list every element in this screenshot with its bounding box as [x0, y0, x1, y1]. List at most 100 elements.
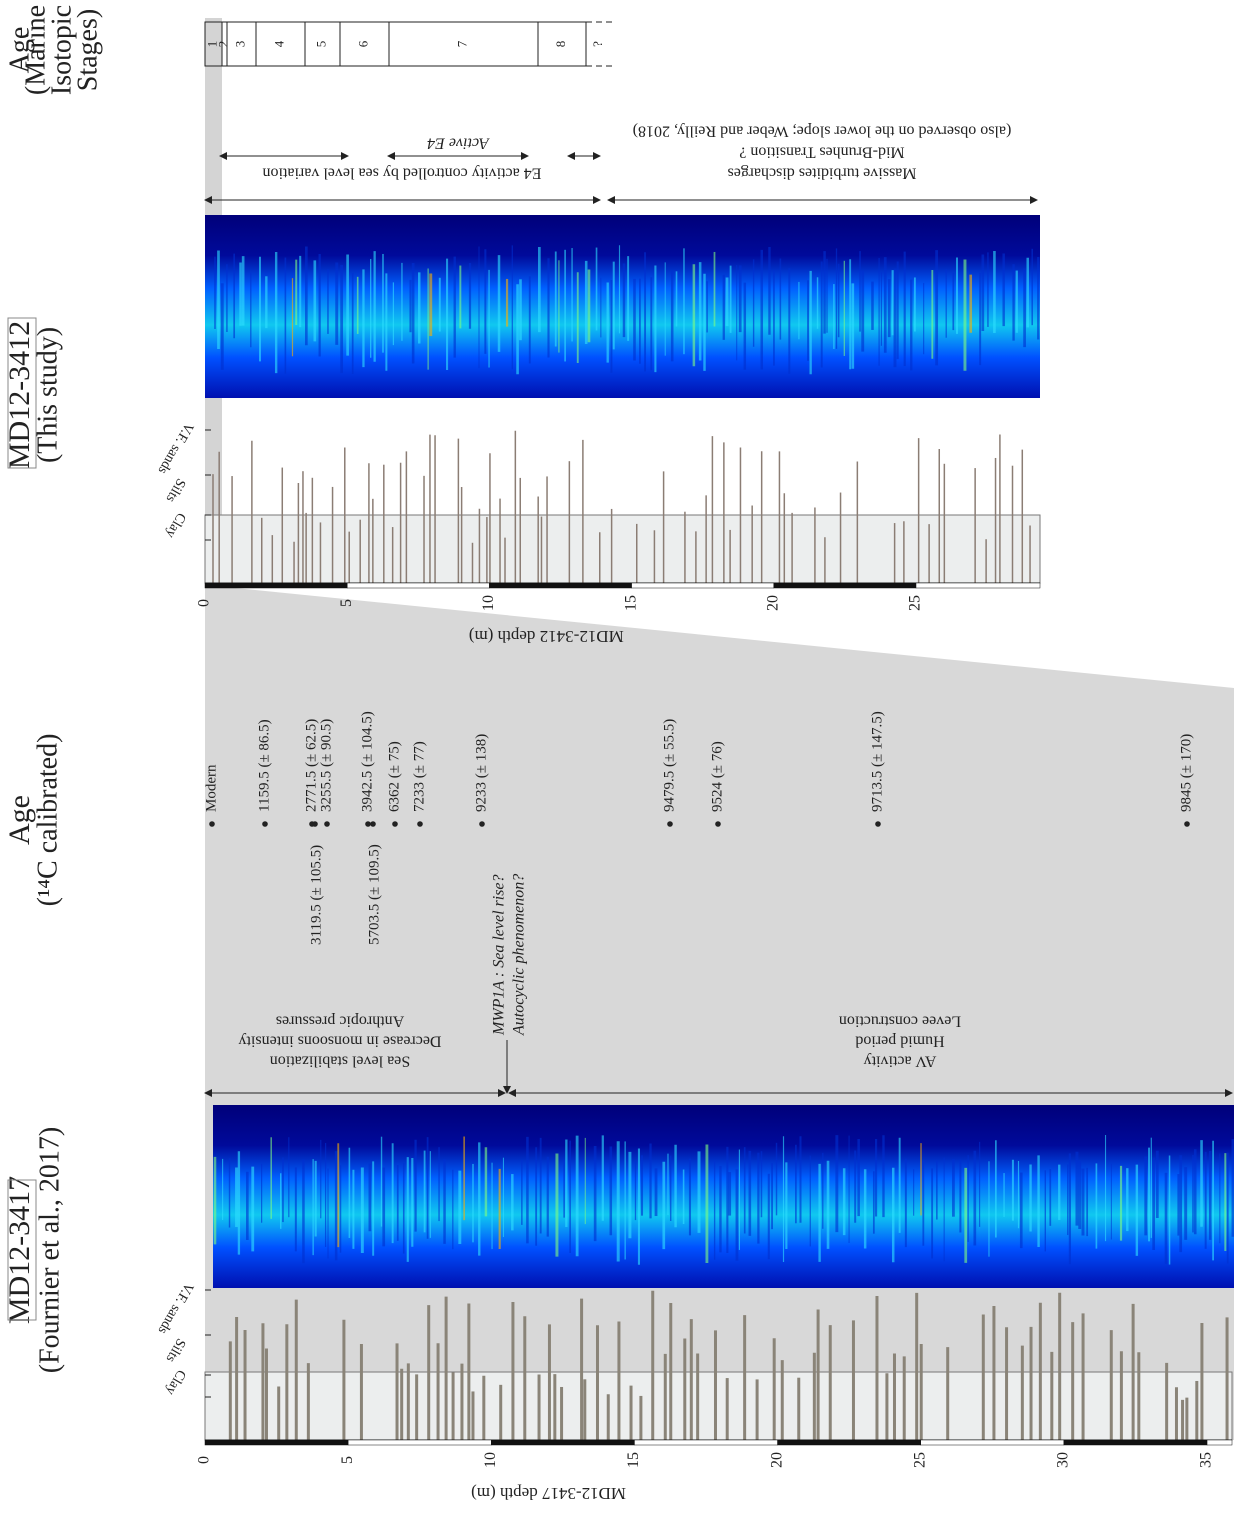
grain-label: Clay	[162, 510, 188, 540]
age-label: 9524 (± 76)	[709, 741, 725, 812]
spectrogram	[205, 215, 1040, 398]
scale-bar	[1063, 1439, 1208, 1446]
scale-bar	[777, 1439, 921, 1446]
age-dot	[262, 821, 268, 827]
annotation: Active E4	[427, 134, 490, 151]
age-dot	[417, 821, 423, 827]
annotation: Decrease in monsoons intensity	[238, 1032, 441, 1049]
age-dot	[324, 821, 330, 827]
age-label: 3255.5 (± 90.5)	[318, 719, 334, 812]
age-dot	[715, 821, 721, 827]
age-dot	[370, 821, 376, 827]
annotation: Anthropic pressures	[276, 1012, 404, 1029]
x-tick-label: 10	[480, 595, 497, 611]
mis-title: Isotopic	[46, 5, 77, 95]
scale-bar	[204, 582, 348, 589]
mis-label: 2	[215, 41, 230, 48]
grain-label: V.F. sands	[155, 1280, 196, 1337]
grain-label: Silts	[163, 476, 188, 505]
x-tick-label: 25	[907, 595, 924, 611]
age-dot	[209, 821, 215, 827]
scale-bar	[920, 1439, 1065, 1446]
scale-bar	[204, 1439, 349, 1446]
age-dot	[875, 821, 881, 827]
x-tick-label: 10	[482, 1452, 499, 1468]
age-label: 6362 (± 75)	[386, 741, 402, 812]
grain-label: Clay	[162, 1367, 188, 1397]
age-label: 2771.5 (± 62.5)	[303, 719, 319, 812]
age-label: 9713.5 (± 147.5)	[869, 711, 885, 812]
event-label: MWP1A : Sea level rise?	[491, 874, 508, 1036]
scale-bar	[1206, 1439, 1233, 1446]
mis-label: 8	[553, 41, 568, 48]
mis-title: (Marine	[20, 5, 51, 95]
age-label: Modern	[203, 764, 219, 812]
scale-bar	[346, 582, 490, 589]
mis-label: 5	[313, 41, 328, 48]
age-dot	[1184, 821, 1190, 827]
x-tick-label: 20	[768, 1452, 785, 1468]
grain-background	[204, 514, 1041, 584]
age-dot	[667, 821, 673, 827]
age-dot	[479, 821, 485, 827]
x-tick-label: 15	[622, 595, 639, 611]
scale-bar	[347, 1439, 492, 1446]
age-label: 9479.5 (± 55.5)	[661, 719, 677, 812]
title-box	[7, 1179, 37, 1321]
age-label: 3119.5 (± 105.5)	[308, 845, 324, 945]
annotation: AV activity	[864, 1052, 937, 1069]
mis-label: 6	[355, 40, 370, 47]
core-subtitle: (This study)	[32, 327, 63, 463]
mis-label: 1	[204, 41, 219, 48]
mis-title: Age	[4, 27, 35, 74]
grain-background	[204, 1371, 1233, 1441]
mis-label: ?	[590, 41, 605, 47]
x-axis-label: MD12-3412 depth (m)	[469, 627, 624, 646]
scale-bar	[773, 582, 917, 589]
mis-box	[537, 21, 587, 67]
age-dot	[365, 821, 371, 827]
x-axis-label: MD12-3417 depth (m)	[471, 1484, 626, 1503]
annotation: Massive turbidites discharges	[727, 164, 916, 181]
age-label: 9845 (± 170)	[1178, 734, 1194, 812]
age-dot	[312, 821, 318, 827]
annotation: Sea level stabilization	[270, 1052, 410, 1069]
core-subtitle: (Fournier et al., 2017)	[34, 1127, 65, 1374]
x-tick-label: 15	[625, 1452, 642, 1468]
mis-label: 4	[271, 40, 286, 47]
scale-bar	[489, 582, 632, 589]
annotation: Mid-Brunhes Transition ?	[739, 143, 904, 160]
annotation: Levee construction	[839, 1012, 961, 1029]
scale-bar	[915, 582, 1041, 589]
x-tick-label: 5	[339, 1456, 356, 1464]
x-tick-label: 25	[911, 1452, 928, 1468]
mis-label: 3	[232, 41, 247, 48]
title-box	[7, 317, 37, 469]
annotation: E4 activity controlled by sea level vari…	[262, 164, 541, 181]
age-label: 3942.5 (± 104.5)	[359, 711, 375, 812]
mis-label: 7	[454, 40, 469, 47]
age-label: 5703.5 (± 109.5)	[366, 844, 382, 945]
annotation: Humid period	[855, 1032, 944, 1049]
content: MD12-3417(Fournier et al., 2017)Age(¹⁴C …	[3, 5, 1234, 1503]
annotation: (also observed on the lower slope; Weber…	[633, 122, 1012, 139]
age-title: Age	[3, 795, 36, 845]
age-label: 9233 (± 138)	[473, 734, 489, 812]
age-label: 7233 (± 77)	[411, 741, 427, 812]
x-tick-label: 0	[196, 599, 213, 607]
age-dot	[392, 821, 398, 827]
x-tick-label: 30	[1055, 1452, 1072, 1468]
scale-bar	[631, 582, 775, 589]
mis-title: Stages)	[72, 9, 103, 91]
event-label: Autocyclic phenomenon?	[511, 874, 528, 1036]
x-tick-label: 35	[1198, 1452, 1215, 1468]
scale-bar	[634, 1439, 778, 1446]
scale-bar	[491, 1439, 635, 1446]
age-label: 1159.5 (± 86.5)	[256, 719, 272, 812]
x-tick-label: 20	[764, 595, 781, 611]
grain-label: V.F. sands	[155, 420, 196, 477]
x-tick-label: 5	[338, 599, 355, 607]
grain-label: Silts	[163, 1336, 188, 1365]
x-tick-label: 0	[196, 1456, 213, 1464]
